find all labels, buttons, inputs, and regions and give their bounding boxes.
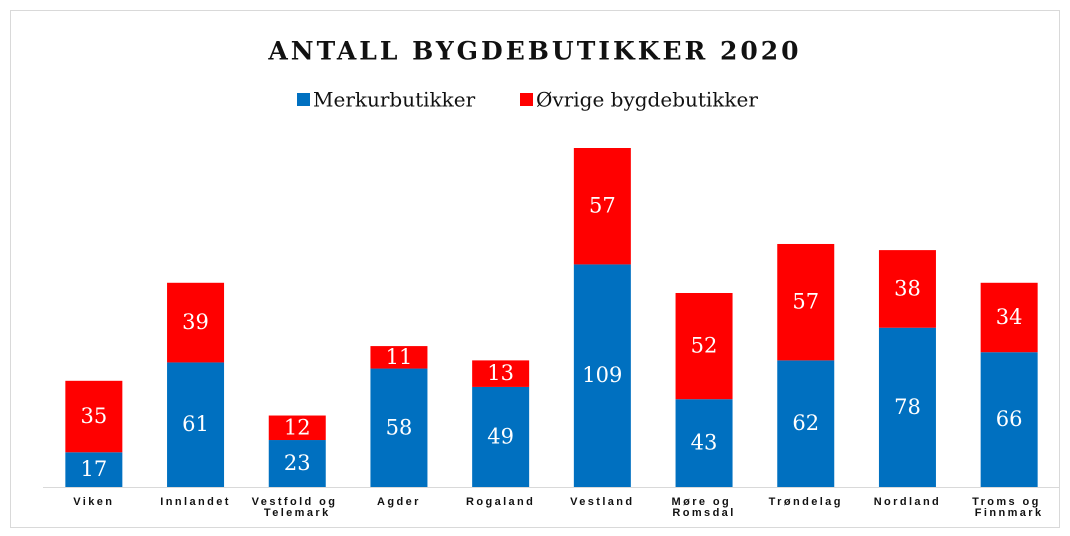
bar-segment	[472, 386, 530, 487]
value-label: 57	[792, 290, 819, 314]
bar-segment	[980, 352, 1038, 487]
value-label: 52	[691, 334, 718, 358]
bar-segment	[878, 250, 936, 328]
value-label: 66	[996, 407, 1023, 431]
x-tick-label: Troms og Finnmark	[972, 496, 1046, 519]
bar-segment	[573, 148, 631, 265]
bar-segment	[167, 362, 225, 487]
bar-segment	[268, 415, 326, 441]
value-label: 49	[487, 424, 514, 448]
bar-segment	[675, 292, 733, 400]
bar-segment	[370, 368, 428, 487]
bar-segment	[675, 399, 733, 487]
x-tick-label: Vestland	[570, 496, 634, 508]
value-label: 61	[182, 412, 209, 436]
value-label: 109	[582, 363, 622, 387]
bar-segment	[878, 327, 936, 487]
x-tick-label: Innlandet	[160, 496, 231, 508]
x-tick-label: Nordland	[874, 496, 941, 508]
x-tick-label: Vestfold og Telemark	[252, 496, 343, 519]
bar-segment	[167, 282, 225, 363]
bar-segment	[370, 346, 428, 369]
value-label: 35	[80, 404, 107, 428]
value-label: 17	[80, 457, 107, 481]
value-label: 62	[792, 411, 819, 435]
chart-title: ANTALL BYGDEBUTIKKER 2020	[267, 37, 801, 66]
bar-segment	[777, 360, 835, 487]
x-tick-label: Møre og Romsdal	[672, 496, 737, 519]
x-tick-label: Trøndelag	[769, 496, 843, 508]
value-label: 23	[284, 451, 311, 475]
value-label: 12	[284, 415, 311, 439]
bar-segment	[472, 360, 530, 387]
value-label: 38	[894, 276, 921, 300]
legend-label: Merkurbutikker	[313, 88, 476, 112]
legend-swatch	[520, 93, 533, 106]
legend-label: Øvrige bygdebutikker	[536, 88, 758, 112]
bar-segment	[65, 452, 123, 487]
value-label: 39	[182, 310, 209, 334]
value-label: 58	[386, 415, 413, 439]
bar-segment	[980, 282, 1038, 353]
value-label: 57	[589, 194, 616, 218]
x-tick-label: Rogaland	[466, 496, 535, 508]
value-label: 11	[386, 345, 413, 369]
value-label: 43	[691, 431, 718, 455]
value-label: 34	[996, 305, 1023, 329]
bar-segment	[65, 380, 123, 453]
bar-segment	[777, 243, 835, 361]
x-tick-label: Agder	[377, 496, 421, 508]
x-tick-label: Viken	[73, 496, 114, 508]
value-label: 78	[894, 395, 921, 419]
legend-swatch	[297, 93, 310, 106]
bar-segment	[573, 264, 631, 487]
value-label: 13	[487, 361, 514, 385]
bar-segment	[268, 440, 326, 487]
